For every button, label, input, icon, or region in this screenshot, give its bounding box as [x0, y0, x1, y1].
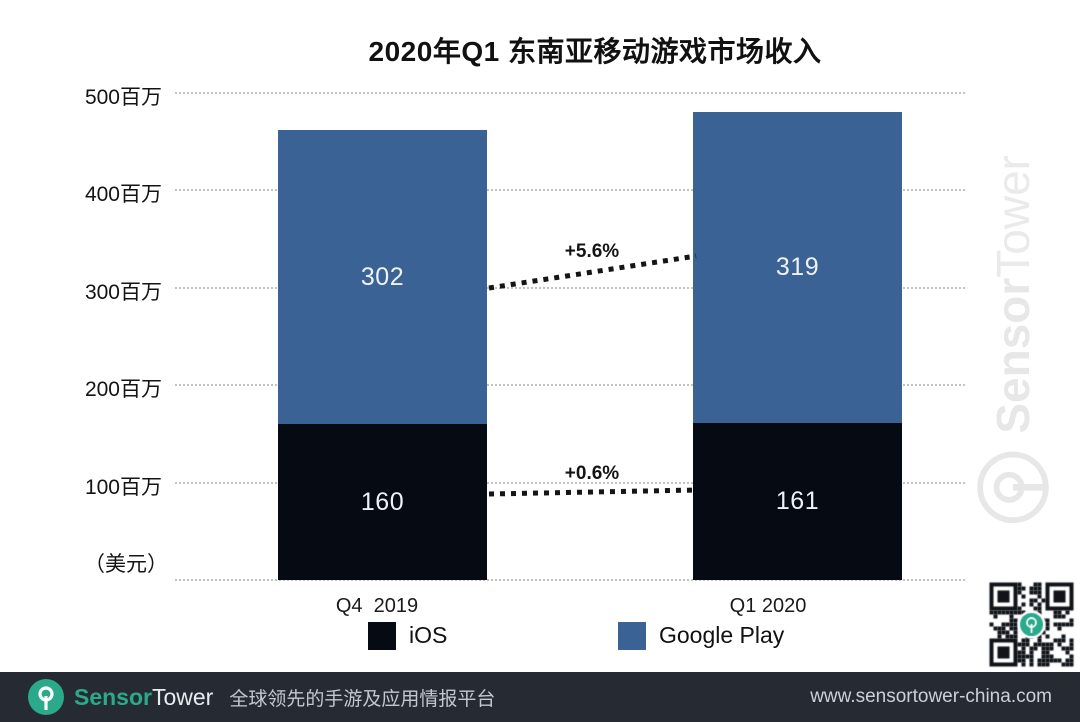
y-tick-label-500: 500百万 [84, 86, 162, 109]
legend-label-ios: iOS [409, 622, 448, 648]
y-tick-label-100: 100百万 [84, 475, 162, 499]
sensortower-logo-icon [28, 679, 64, 715]
bar-segment-google-play-q4-2019: 302 [278, 130, 487, 425]
bar-value-google-play-q4-2019: 302 [360, 262, 405, 291]
bar-value-ios-q4-2019: 160 [360, 487, 405, 516]
qr-code [985, 578, 1078, 671]
bar-value-google-play-q1-2020: 319 [775, 253, 820, 282]
footer-brand-name: SensorTower [74, 683, 214, 710]
watermark-logo-icon [977, 451, 1049, 524]
legend-swatch-google-play [618, 621, 646, 650]
footer: SensorTower 全球领先的手游及应用情报平台 www.sensortow… [0, 672, 1080, 722]
watermark: SensorTower [973, 155, 1053, 525]
watermark-text: SensorTower [987, 155, 1039, 434]
bar-value-ios-q1-2020: 161 [775, 487, 820, 516]
y-tick-label-300: 300百万 [84, 280, 162, 304]
chart-title: 2020年Q1 东南亚移动游戏市场收入 [368, 36, 822, 67]
gridline-500 [175, 92, 965, 94]
footer-url: www.sensortower-china.com [810, 686, 1052, 707]
axis-baseline [175, 579, 965, 581]
x-axis-label-q4-2019: Q4 2019 [335, 595, 419, 617]
bar-segment-google-play-q1-2020: 319 [693, 112, 902, 424]
legend-swatch-ios [368, 621, 396, 650]
gridline-400 [175, 189, 965, 192]
bar-segment-ios-q4-2019: 160 [278, 424, 487, 580]
legend-item-ios: iOS [368, 621, 447, 650]
x-axis-label-q1-2020: Q1 2020 [729, 595, 807, 617]
y-tick-label-400: 400百万 [84, 183, 162, 207]
gridline-100 [175, 481, 965, 484]
gridline-200 [175, 384, 965, 387]
growth-label-google-play: +5.6% [564, 241, 620, 262]
legend-label-google-play: Google Play [659, 622, 785, 648]
y-axis-unit-label: （美元） [84, 553, 168, 576]
bar-segment-ios-q1-2020: 161 [693, 423, 902, 580]
growth-label-ios: +0.6% [564, 463, 620, 484]
legend-item-google-play: Google Play [618, 621, 784, 650]
y-tick-label-200: 200百万 [84, 378, 162, 402]
footer-tagline: 全球领先的手游及应用情报平台 [229, 688, 496, 710]
